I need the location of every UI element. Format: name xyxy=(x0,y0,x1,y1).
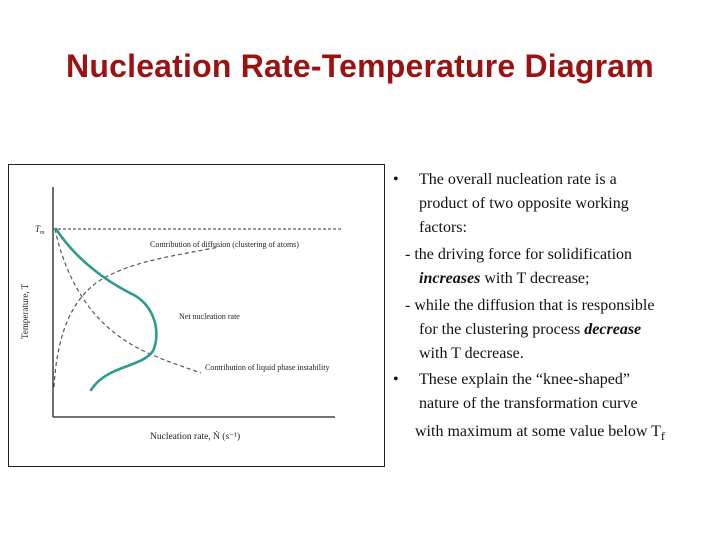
tm-label-main: T xyxy=(35,224,41,234)
sub-point-2-line-2: for the clustering process decrease xyxy=(419,318,641,342)
x-axis-label: Nucleation rate, Ṅ (s⁻¹) xyxy=(150,430,240,442)
bullet-1-marker: • xyxy=(393,171,399,188)
diagram-svg: Temperature, T Tm Contribution of diffus… xyxy=(20,187,343,442)
diffusion-label: Contribution of diffusion (clustering of… xyxy=(150,240,299,249)
tm-label: Tm xyxy=(35,224,45,236)
bullet-2-line-3-text: with maximum at some value below T xyxy=(415,423,661,440)
sub-point-2-line-1: - while the diffusion that is responsibl… xyxy=(405,297,655,314)
bullet-2-marker: • xyxy=(393,371,399,388)
sub-point-1-line-2: increases with T decrease; xyxy=(419,267,589,291)
diffusion-curve xyxy=(53,246,220,388)
sub-point-1-line-1: - the driving force for solidification xyxy=(405,246,633,263)
sub-point-2-line-2-text: for the clustering process xyxy=(419,321,585,338)
sub-point-2-line-3: with T decrease. xyxy=(419,345,524,362)
net-rate-label: Net nucleation rate xyxy=(179,312,240,321)
y-axis-label: Temperature, T xyxy=(20,283,30,339)
increases-emphasis: increases xyxy=(419,270,481,287)
bullet-1-line-2: product of two opposite working xyxy=(419,195,629,212)
nucleation-diagram: Temperature, T Tm Contribution of diffus… xyxy=(8,164,385,467)
tm-label-sub: m xyxy=(40,230,45,236)
decrease-emphasis: decrease xyxy=(584,321,642,338)
bullet-2-line-3: with maximum at some value below Tf xyxy=(415,420,665,448)
bullet-2-line-2: nature of the transformation curve xyxy=(419,395,638,412)
bullet-2-line-1: These explain the “knee-shaped” xyxy=(419,371,631,388)
bullet-1-line-3: factors: xyxy=(419,219,467,236)
bullet-1-line-1: The overall nucleation rate is a xyxy=(419,171,617,188)
net-nucleation-curve xyxy=(54,227,158,392)
slide-title: Nucleation Rate-Temperature Diagram xyxy=(66,48,654,84)
liquid-instability-curve xyxy=(54,228,202,374)
tf-subscript: f xyxy=(660,429,665,443)
liquid-instability-label: Contribution of liquid phase instability xyxy=(205,363,329,372)
sub-point-1-line-2-rest: with T decrease; xyxy=(480,270,590,287)
